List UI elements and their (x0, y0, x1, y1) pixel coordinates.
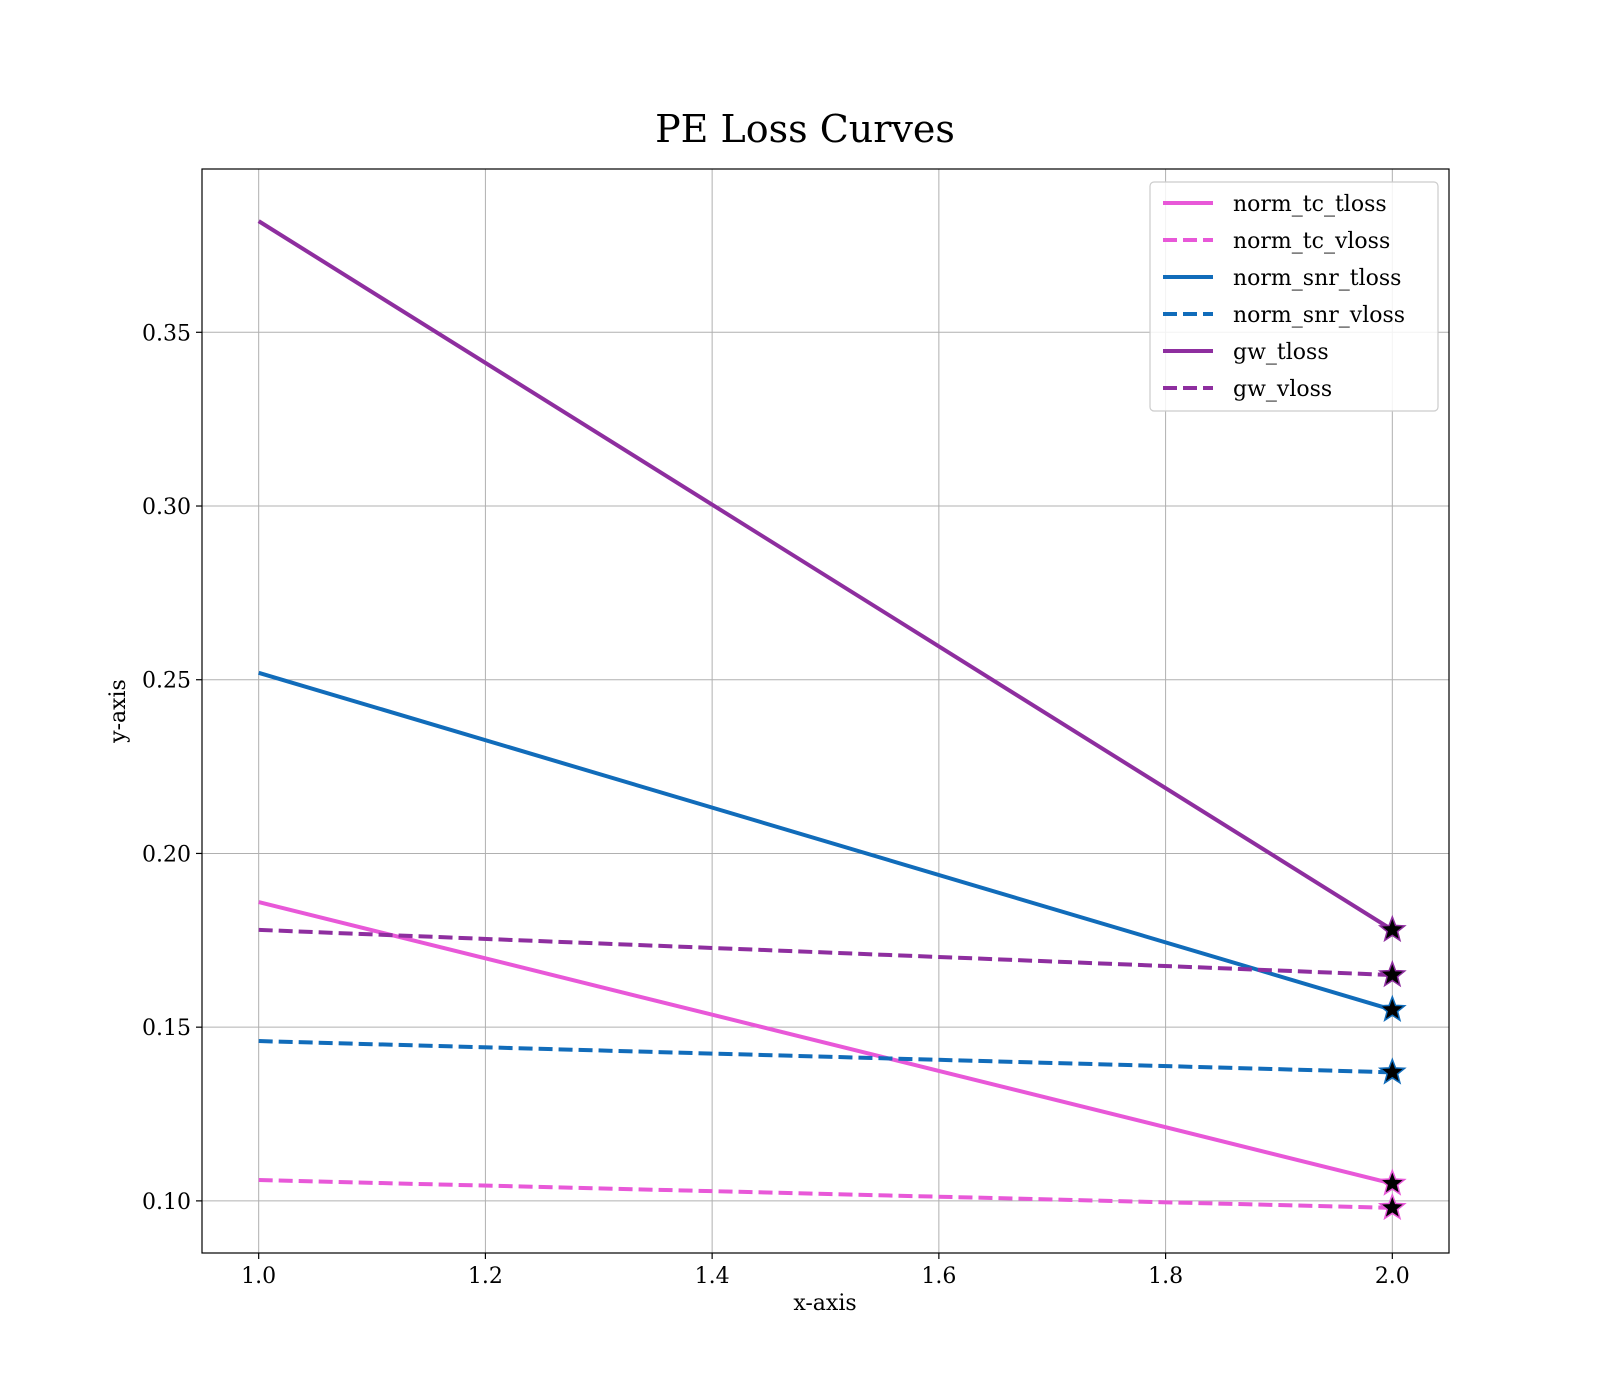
series-line-norm_snr_tloss (258, 670, 1393, 1012)
series-line-norm_tc_tloss (258, 900, 1393, 1186)
end-star-marker-norm_tc_vloss (1377, 1192, 1407, 1221)
legend-label-norm_tc_vloss: norm_tc_vloss (1233, 229, 1390, 254)
y-axis-ticks: 0.10 0.15 0.20 0.25 0.30 0.35 (142, 321, 202, 1215)
y-tick-label: 0.35 (142, 321, 191, 346)
end-star-marker-gw_tloss (1377, 914, 1407, 943)
legend-label-norm_snr_tloss: norm_snr_tloss (1233, 266, 1401, 291)
legend-label-gw_vloss: gw_vloss (1233, 377, 1332, 402)
series-line-gw_tloss (257, 219, 1394, 932)
end-star-marker-norm_snr_vloss (1377, 1057, 1407, 1085)
y-tick-label: 0.20 (142, 842, 191, 867)
y-tick-label: 0.30 (142, 495, 191, 520)
series-line-norm_snr_vloss (258, 1039, 1393, 1075)
y-tick-label: 0.25 (142, 669, 191, 694)
legend-label-gw_tloss: gw_tloss (1233, 340, 1329, 365)
x-axis-label: x-axis (793, 1291, 856, 1316)
legend-label-norm_tc_tloss: norm_tc_tloss (1233, 192, 1387, 217)
y-tick-label: 0.10 (142, 1190, 191, 1215)
legend: norm_tc_tloss norm_tc_vloss norm_snr_tloss… (1149, 181, 1439, 412)
x-tick-label: 1.6 (921, 1264, 956, 1289)
legend-box (1149, 181, 1439, 412)
x-tick-label: 1.4 (695, 1264, 730, 1289)
x-tick-label: 1.8 (1148, 1264, 1183, 1289)
series-lines (257, 219, 1394, 1210)
legend-label-norm_snr_vloss: norm_snr_vloss (1233, 303, 1405, 328)
series-line-gw_vloss (258, 927, 1393, 978)
y-axis-label: y-axis (106, 679, 131, 744)
y-tick-label: 0.15 (142, 1016, 191, 1041)
x-axis-ticks: 1.0 1.2 1.4 1.6 1.8 2.0 (241, 1253, 1410, 1289)
end-star-marker-gw_vloss (1377, 959, 1407, 988)
plot-area-frame (201, 168, 1450, 1254)
series-line-norm_tc_vloss (258, 1178, 1393, 1210)
x-tick-label: 1.0 (241, 1264, 276, 1289)
x-tick-label: 1.2 (468, 1264, 503, 1289)
legend-items: norm_tc_tloss norm_tc_vloss norm_snr_tloss… (1163, 192, 1405, 402)
x-tick-label: 2.0 (1375, 1264, 1410, 1289)
end-star-marker-norm_snr_tloss (1377, 994, 1407, 1023)
end-markers (1377, 914, 1407, 1221)
end-star-marker-norm_tc_tloss (1377, 1168, 1407, 1196)
chart-title: PE Loss Curves (655, 107, 955, 151)
